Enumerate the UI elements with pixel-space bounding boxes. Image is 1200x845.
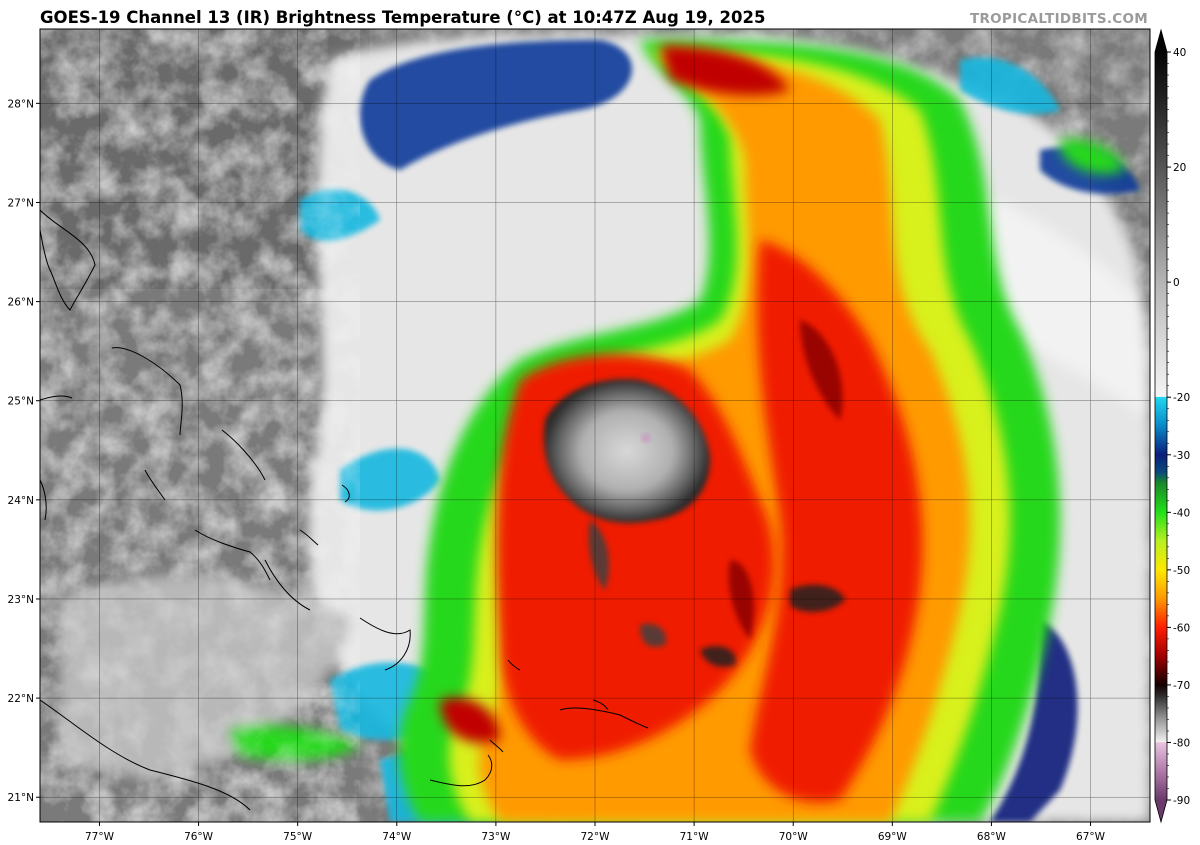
lon-tick-label: 68°W <box>977 831 1007 843</box>
lon-tick-label: 69°W <box>878 831 908 843</box>
colorbar-scale <box>1154 28 1168 824</box>
lon-tick-label: 73°W <box>481 831 511 843</box>
colorbar-tick-label: -20 <box>1173 392 1190 404</box>
colorbar-tick-label: -90 <box>1173 795 1190 807</box>
lat-tick-label: 28°N <box>8 98 34 110</box>
graticule <box>40 29 1150 822</box>
colorbar-tick-label: 40 <box>1173 47 1186 59</box>
lat-tick-label: 21°N <box>8 792 34 804</box>
colorbar-tick-label: 0 <box>1173 277 1180 289</box>
lat-tick-label: 24°N <box>8 495 34 507</box>
colorbar-ticks: 40 20 0 -20 -30 -40 -50 -60 -70 -80 -90 <box>1167 47 1190 807</box>
lon-tick-label: 77°W <box>85 831 115 843</box>
colorbar-tick-label: -50 <box>1173 565 1190 577</box>
lon-tick-label: 71°W <box>680 831 710 843</box>
map-title: GOES-19 Channel 13 (IR) Brightness Tempe… <box>40 8 766 27</box>
longitude-labels: 77°W 76°W 75°W 74°W 73°W 72°W 71°W 70°W 69°W 68°W… <box>85 822 1106 843</box>
site-credit: TROPICALTIDBITS.COM <box>969 11 1148 27</box>
lon-tick-label: 67°W <box>1076 831 1106 843</box>
lat-tick-label: 23°N <box>8 594 34 606</box>
colorbar: 40 20 0 -20 -30 -40 -50 -60 -70 -80 -90 <box>1154 28 1190 824</box>
colorbar-tick-label: 20 <box>1173 162 1186 174</box>
colorbar-tick-label: -30 <box>1173 450 1190 462</box>
colorbar-tick-label: -40 <box>1173 507 1190 519</box>
lat-tick-label: 25°N <box>8 396 34 408</box>
colorbar-tick-label: -70 <box>1173 680 1190 692</box>
colorbar-tick-label: -60 <box>1173 622 1190 634</box>
lat-tick-label: 27°N <box>8 197 34 209</box>
central-dense-overcast <box>543 379 711 524</box>
lon-tick-label: 70°W <box>779 831 809 843</box>
dark-cells <box>588 320 845 667</box>
lat-tick-label: 26°N <box>8 297 34 309</box>
lon-tick-label: 76°W <box>184 831 214 843</box>
latitude-labels: 21°N 22°N 23°N 24°N 25°N 26°N 27°N 28°N <box>8 98 40 804</box>
coastlines <box>40 209 649 811</box>
lon-tick-label: 72°W <box>581 831 611 843</box>
lon-tick-label: 75°W <box>283 831 313 843</box>
lat-tick-label: 22°N <box>8 693 34 705</box>
lon-tick-label: 74°W <box>382 831 412 843</box>
colorbar-tick-label: -80 <box>1173 737 1190 749</box>
